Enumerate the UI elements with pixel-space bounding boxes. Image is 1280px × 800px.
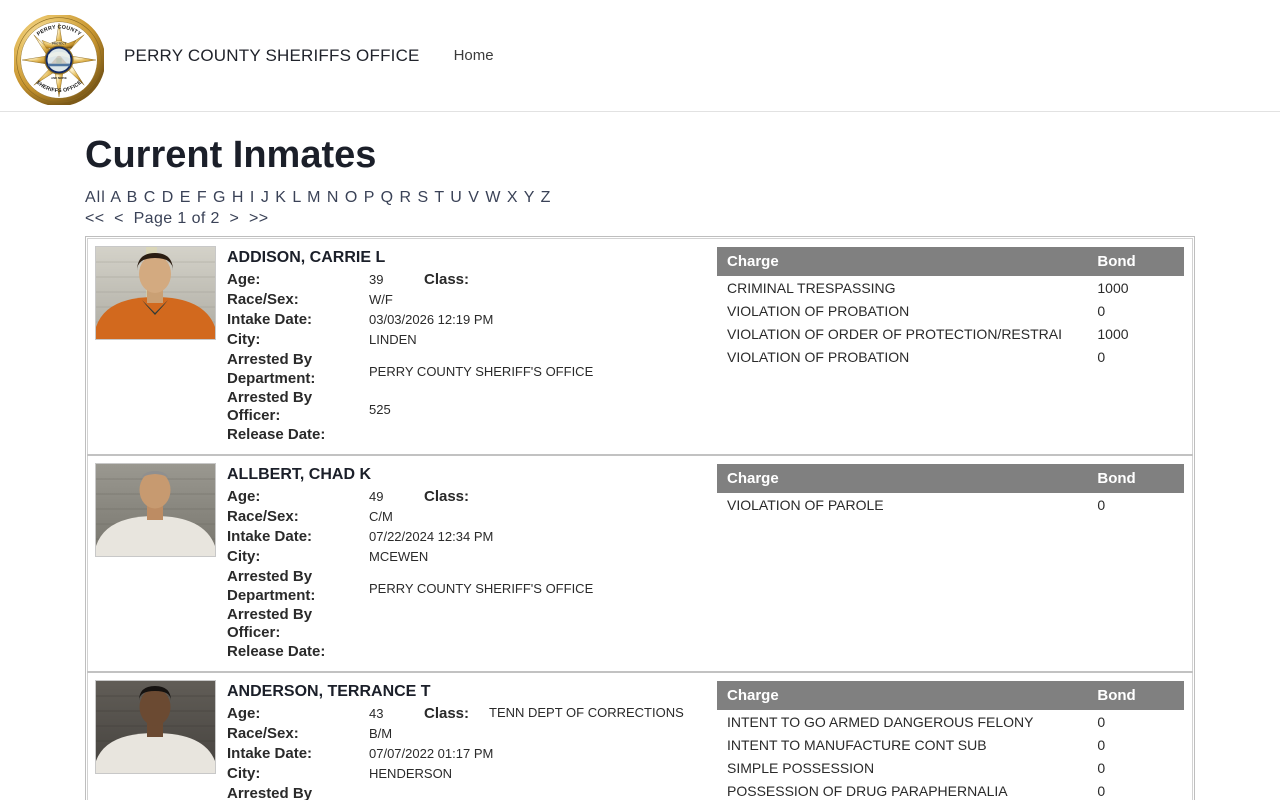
svg-text:AND SERVE: AND SERVE [51, 75, 67, 79]
svg-text:PROTECT: PROTECT [52, 41, 67, 45]
